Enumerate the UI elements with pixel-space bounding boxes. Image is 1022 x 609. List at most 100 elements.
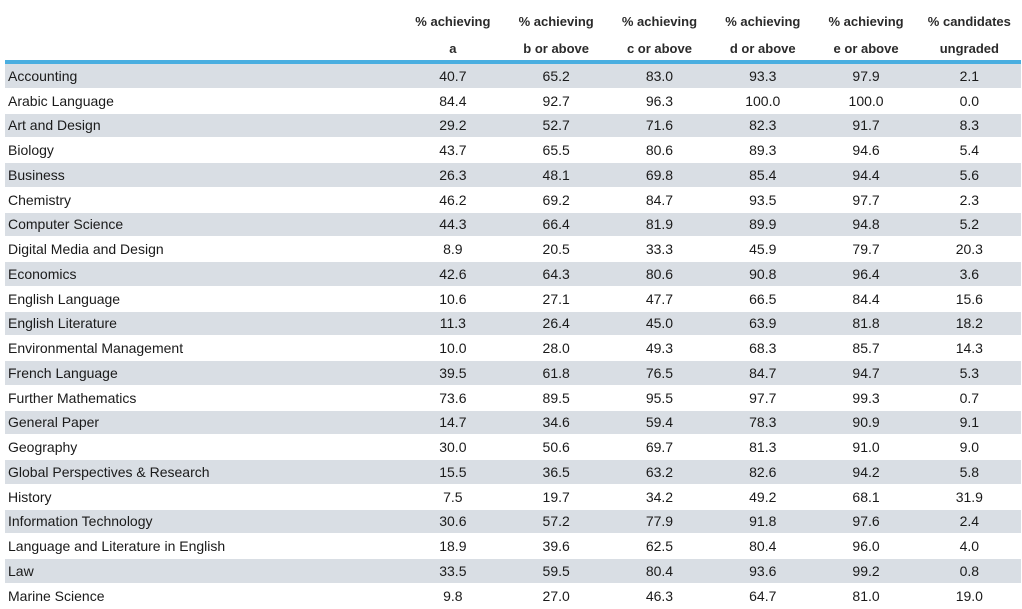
value-cell: 73.6 (439, 389, 467, 406)
value-cell: 80.6 (645, 265, 674, 282)
column-header-line2: b or above (523, 41, 590, 56)
column-header: % achieving d or above (711, 0, 814, 60)
table-row: Arabic Language 84.4 92.7 96.3 100.0 100.0 0.0 (5, 89, 1021, 114)
value-cell: 34.6 (542, 414, 570, 431)
value-cell: 85.4 (749, 166, 777, 183)
subject-cell: General Paper (8, 414, 100, 431)
value-cell: 52.7 (542, 117, 570, 134)
value-cell: 2.4 (959, 513, 980, 530)
value-cell: 79.7 (852, 241, 880, 258)
value-cell: 84.4 (852, 290, 880, 307)
value-cell: 59.4 (645, 414, 674, 431)
value-cell: 97.7 (749, 389, 777, 406)
value-cell: 64.3 (542, 265, 570, 282)
value-cell: 91.7 (852, 117, 880, 134)
value-cell: 81.3 (749, 439, 777, 456)
column-header-line1: % candidates (927, 14, 1011, 29)
value-cell: 30.0 (439, 439, 467, 456)
value-cell: 20.3 (955, 241, 983, 258)
value-cell: 66.5 (749, 290, 777, 307)
value-cell: 39.5 (439, 364, 467, 381)
table-row: History 7.5 19.7 34.2 49.2 68.1 31.9 (5, 485, 1021, 510)
column-header: % candidates ungraded (918, 0, 1021, 60)
value-cell: 26.3 (439, 166, 467, 183)
value-cell: 45.9 (749, 241, 777, 258)
value-cell: 14.3 (955, 340, 983, 357)
value-cell: 5.6 (959, 166, 980, 183)
value-cell: 28.0 (542, 340, 570, 357)
value-cell: 100.0 (848, 92, 884, 109)
column-header: % achieving e or above (814, 0, 917, 60)
column-header-line1: % achieving (725, 14, 801, 29)
column-header: % achieving c or above (608, 0, 711, 60)
value-cell: 34.2 (645, 488, 674, 505)
value-cell: 89.5 (542, 389, 570, 406)
table-header: % achieving a % achieving b or above % achie… (5, 0, 1021, 64)
value-cell: 69.7 (645, 439, 674, 456)
value-cell: 26.4 (542, 315, 570, 332)
value-cell: 45.0 (645, 315, 674, 332)
value-cell: 80.6 (645, 142, 674, 159)
value-cell: 96.3 (645, 92, 674, 109)
value-cell: 31.9 (955, 488, 983, 505)
value-cell: 18.2 (955, 315, 983, 332)
value-cell: 20.5 (542, 241, 570, 258)
value-cell: 64.7 (749, 587, 777, 604)
value-cell: 7.5 (443, 488, 463, 505)
value-cell: 95.5 (645, 389, 674, 406)
value-cell: 89.3 (749, 142, 777, 159)
table-row: Marine Science 9.8 27.0 46.3 64.7 81.0 19.0 (5, 584, 1021, 609)
value-cell: 0.0 (959, 92, 980, 109)
value-cell: 8.9 (443, 241, 463, 258)
table-row: Further Mathematics 73.6 89.5 95.5 97.7 99.3 0… (5, 386, 1021, 411)
table-row: Digital Media and Design 8.9 20.5 33.3 45.9 7… (5, 237, 1021, 262)
value-cell: 85.7 (852, 340, 880, 357)
column-header-line1: % achieving (518, 14, 594, 29)
value-cell: 93.6 (749, 562, 777, 579)
subject-cell: Information Technology (8, 513, 153, 530)
table-row: General Paper 14.7 34.6 59.4 78.3 90.9 9.1 (5, 410, 1021, 436)
value-cell: 94.8 (852, 216, 880, 233)
value-cell: 81.8 (852, 315, 880, 332)
value-cell: 100.0 (745, 92, 781, 109)
value-cell: 11.3 (439, 315, 466, 332)
value-cell: 91.0 (852, 439, 880, 456)
table-row: Accounting 40.7 65.2 83.0 93.3 97.9 2.1 (5, 64, 1021, 89)
value-cell: 27.0 (542, 587, 570, 604)
column-header: % achieving a (401, 0, 504, 60)
value-cell: 65.2 (542, 67, 570, 84)
value-cell: 62.5 (645, 538, 674, 555)
value-cell: 5.3 (959, 364, 980, 381)
value-cell: 93.5 (749, 191, 777, 208)
value-cell: 47.7 (645, 290, 674, 307)
value-cell: 84.7 (645, 191, 674, 208)
value-cell: 94.2 (852, 463, 880, 480)
value-cell: 46.3 (645, 587, 674, 604)
value-cell: 5.4 (959, 142, 980, 159)
table-row: Art and Design 29.2 52.7 71.6 82.3 91.7 8.3 (5, 113, 1021, 139)
table-row: Computer Science 44.3 66.4 81.9 89.9 94.8 5.2 (5, 212, 1021, 238)
value-cell: 96.0 (852, 538, 880, 555)
value-cell: 81.9 (645, 216, 674, 233)
column-header-line1: % achieving (621, 14, 698, 29)
value-cell: 42.6 (439, 265, 467, 282)
value-cell: 94.6 (852, 142, 880, 159)
value-cell: 97.6 (852, 513, 880, 530)
subject-cell: Global Perspectives & Research (8, 463, 210, 480)
value-cell: 89.9 (749, 216, 777, 233)
value-cell: 77.9 (645, 513, 674, 530)
table-row: Geography 30.0 50.6 69.7 81.3 91.0 9.0 (5, 435, 1021, 460)
value-cell: 3.6 (959, 265, 980, 282)
value-cell: 90.9 (852, 414, 880, 431)
value-cell: 92.7 (542, 92, 570, 109)
subject-cell: Computer Science (8, 216, 124, 233)
value-cell: 8.3 (959, 117, 980, 134)
subject-cell: Geography (8, 439, 78, 456)
value-cell: 29.2 (439, 117, 467, 134)
value-cell: 90.8 (749, 265, 777, 282)
column-header-line2: c or above (626, 41, 692, 56)
subject-cell: Business (8, 166, 65, 183)
table-body: Accounting 40.7 65.2 83.0 93.3 97.9 2.1 Arabic … (5, 64, 1021, 609)
value-cell: 49.3 (645, 340, 674, 357)
value-cell: 96.4 (852, 265, 880, 282)
